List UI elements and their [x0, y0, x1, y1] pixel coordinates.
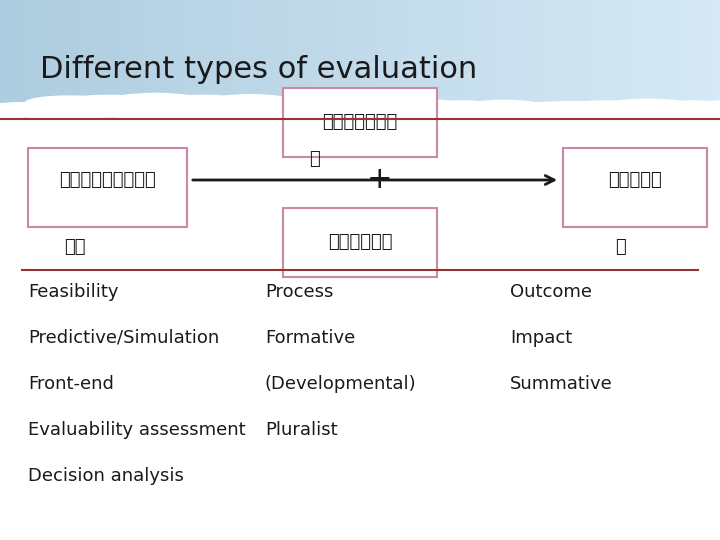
- Text: ด: ด: [615, 238, 626, 256]
- Circle shape: [333, 105, 405, 117]
- Circle shape: [324, 101, 425, 118]
- Circle shape: [605, 99, 691, 113]
- Circle shape: [299, 102, 378, 114]
- Circle shape: [644, 101, 720, 117]
- Text: (Developmental): (Developmental): [265, 375, 417, 393]
- Circle shape: [18, 105, 112, 120]
- Text: Feasibility: Feasibility: [28, 283, 119, 301]
- Circle shape: [288, 105, 372, 119]
- Text: ร: ร: [310, 150, 320, 168]
- Circle shape: [109, 106, 193, 120]
- Circle shape: [158, 106, 230, 118]
- Text: Formative: Formative: [265, 329, 355, 347]
- Circle shape: [414, 101, 508, 117]
- FancyBboxPatch shape: [283, 88, 437, 157]
- Circle shape: [464, 100, 544, 113]
- Circle shape: [505, 103, 589, 116]
- Circle shape: [68, 104, 148, 117]
- Circle shape: [152, 96, 255, 112]
- Circle shape: [529, 102, 608, 114]
- Text: Outcome: Outcome: [510, 283, 592, 301]
- Text: Process: Process: [265, 283, 333, 301]
- Text: าร: าร: [64, 238, 86, 256]
- Text: Pluralist: Pluralist: [265, 421, 338, 439]
- Circle shape: [53, 96, 163, 114]
- Text: Predictive/Simulation: Predictive/Simulation: [28, 329, 220, 347]
- FancyBboxPatch shape: [563, 148, 707, 227]
- Circle shape: [184, 106, 256, 118]
- Circle shape: [554, 101, 655, 118]
- FancyBboxPatch shape: [283, 208, 437, 277]
- Circle shape: [24, 96, 112, 110]
- Text: Decision analysis: Decision analysis: [28, 467, 184, 485]
- Text: Different types of evaluation: Different types of evaluation: [40, 56, 477, 84]
- Circle shape: [490, 104, 576, 118]
- Circle shape: [207, 105, 297, 120]
- Text: Front-end: Front-end: [28, 375, 114, 393]
- Text: กจกรรม: กจกรรม: [328, 233, 392, 252]
- Text: Evaluability assessment: Evaluability assessment: [28, 421, 246, 439]
- Circle shape: [306, 97, 385, 110]
- Circle shape: [370, 107, 445, 119]
- Circle shape: [414, 106, 493, 119]
- Text: +: +: [367, 165, 393, 194]
- FancyBboxPatch shape: [28, 148, 187, 227]
- Circle shape: [252, 104, 330, 117]
- Text: ผลที่: ผลที่: [608, 171, 662, 189]
- Text: ทรัพยาก: ทรัพยาก: [323, 113, 397, 132]
- Circle shape: [414, 106, 479, 117]
- Circle shape: [621, 107, 704, 121]
- Circle shape: [252, 97, 344, 112]
- Circle shape: [374, 99, 461, 113]
- Circle shape: [580, 105, 659, 118]
- Circle shape: [108, 93, 203, 109]
- Circle shape: [207, 94, 294, 109]
- Circle shape: [554, 102, 626, 114]
- Text: Impact: Impact: [510, 329, 572, 347]
- Text: Summative: Summative: [510, 375, 613, 393]
- Text: ความต้องก: ความต้องก: [59, 171, 156, 189]
- Circle shape: [529, 106, 623, 121]
- Circle shape: [439, 106, 540, 123]
- Circle shape: [0, 103, 65, 117]
- Circle shape: [0, 105, 29, 121]
- Circle shape: [695, 100, 720, 113]
- Circle shape: [670, 107, 720, 119]
